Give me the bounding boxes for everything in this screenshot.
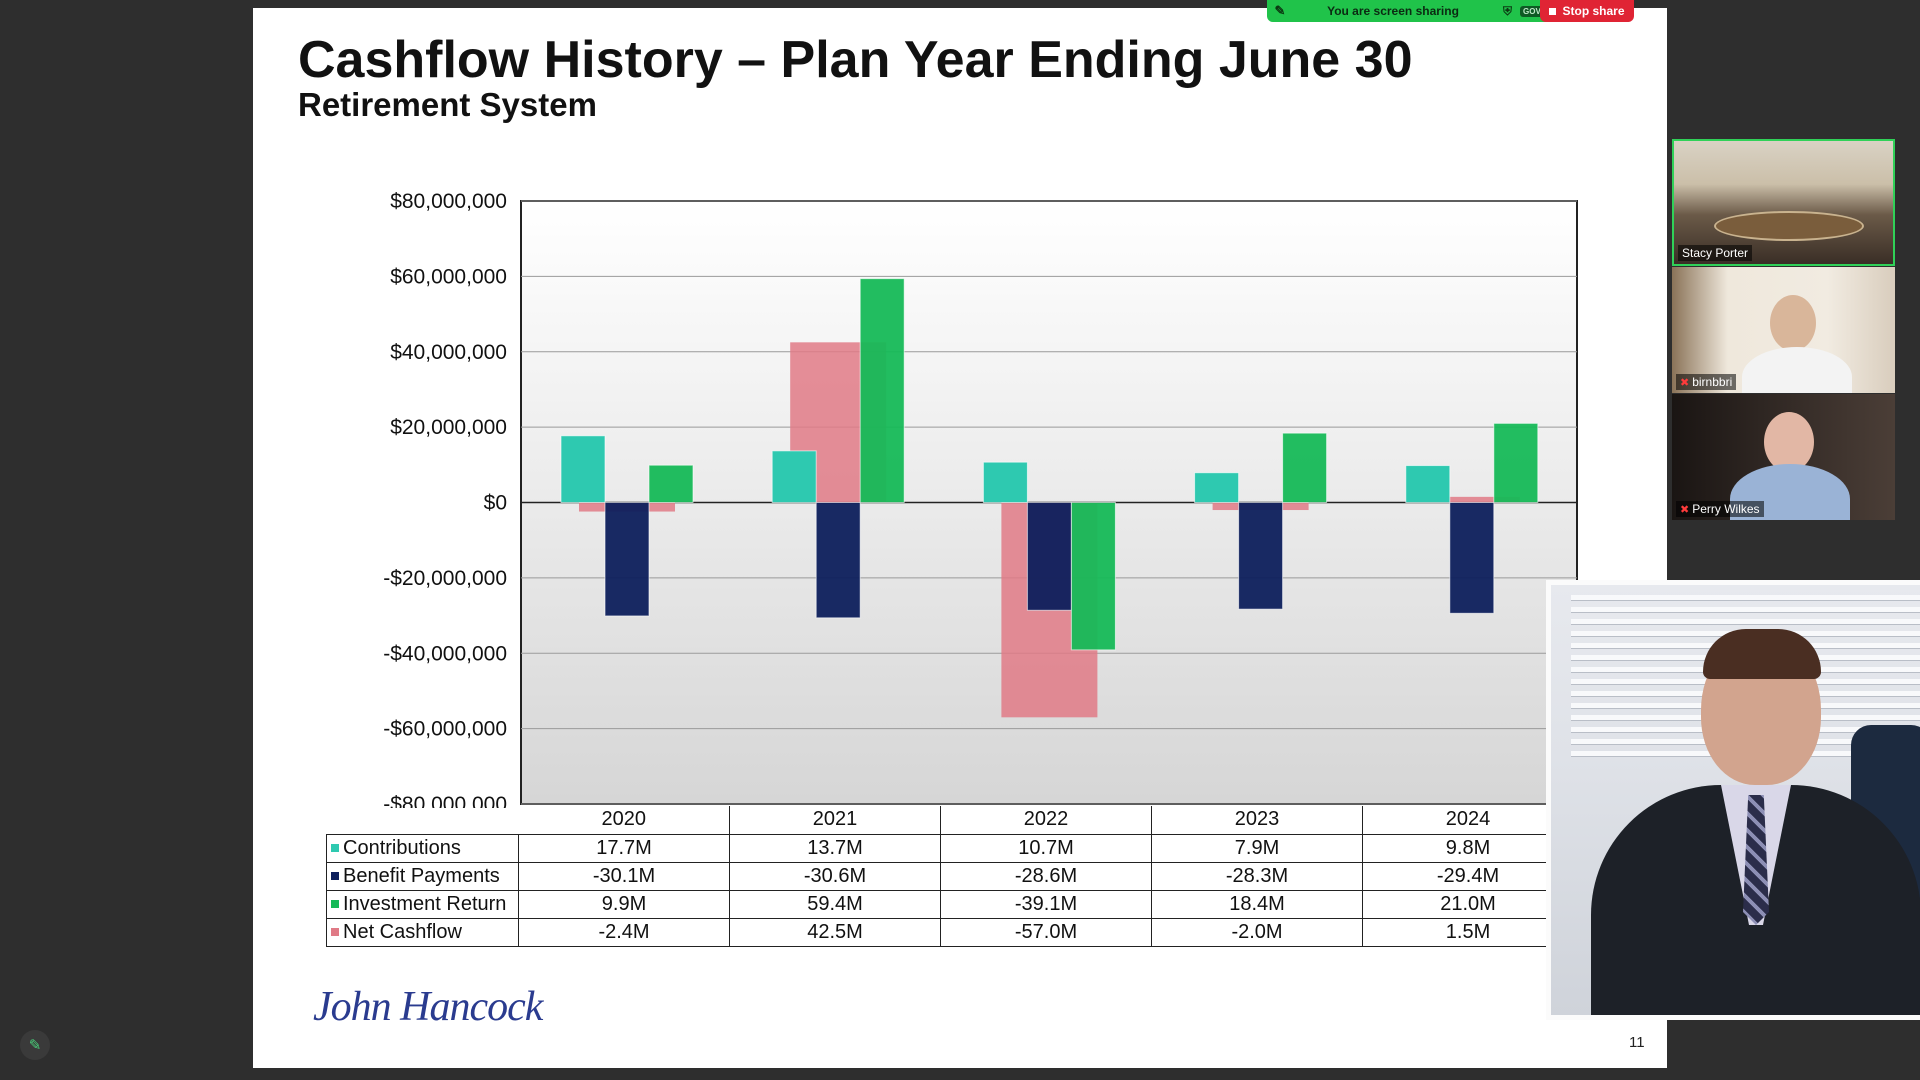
- y-tick-label: -$20,000,000: [383, 567, 507, 590]
- table-cell: -57.0M: [940, 917, 1152, 947]
- table-row-contributions: Contributions 17.7M 13.7M 10.7M 7.9M 9.8…: [326, 833, 1574, 863]
- participant-tile-perry-wilkes[interactable]: ✖ Perry Wilkes: [1672, 394, 1895, 520]
- participant-name-tag: ✖ Perry Wilkes: [1676, 501, 1764, 517]
- slide-number: 11: [1629, 1034, 1645, 1051]
- stop-icon: [1549, 7, 1557, 15]
- participant-name: birnbbri: [1692, 375, 1733, 389]
- muted-mic-icon: ✖: [1680, 504, 1690, 516]
- data-table: 2020 2021 2022 2023 2024 Contributions 1…: [326, 806, 1574, 947]
- y-tick-label: -$80,000,000: [383, 793, 507, 808]
- presentation-slide: Cashflow History – Plan Year Ending June…: [253, 8, 1667, 1068]
- participant-name: Perry Wilkes: [1692, 502, 1760, 516]
- y-axis-ticks: $80,000,000 $60,000,000 $40,000,000 $20,000…: [383, 190, 507, 808]
- john-hancock-logo: John Hancock: [313, 984, 543, 1030]
- table-cell: 17.7M: [518, 833, 730, 863]
- participant-tile-stacy-porter[interactable]: Stacy Porter: [1672, 139, 1895, 266]
- series-label: Investment Return: [343, 892, 507, 915]
- table-cell: -2.0M: [1151, 917, 1363, 947]
- stop-share-button[interactable]: Stop share: [1540, 0, 1634, 22]
- series-label: Benefit Payments: [343, 864, 500, 887]
- y-tick-label: $0: [484, 492, 507, 515]
- table-cell: 9.8M: [1362, 833, 1574, 863]
- participant-head: [1764, 412, 1814, 472]
- bar-benefit-payments: [1238, 502, 1284, 610]
- y-tick-label: $20,000,000: [390, 416, 507, 439]
- category-2023: 2023: [1151, 806, 1363, 835]
- table-cell: 59.4M: [729, 889, 941, 919]
- bar-benefit-payments: [604, 502, 650, 617]
- table-cell: 13.7M: [729, 833, 941, 863]
- table-cell: -2.4M: [518, 917, 730, 947]
- legend-swatch-benefit-payments: [331, 872, 339, 881]
- speaker-tie: [1743, 795, 1769, 925]
- gov-badge: GOV: [1520, 5, 1544, 17]
- bar-contributions: [560, 435, 606, 503]
- share-status-text: You are screen sharing: [1327, 4, 1459, 18]
- table-cell: 1.5M: [1362, 917, 1574, 947]
- table-header-row: 2020 2021 2022 2023 2024: [327, 806, 1574, 835]
- participant-tile-birnbbri[interactable]: ✖ birnbbri: [1672, 267, 1895, 393]
- bar-contributions: [1405, 465, 1451, 504]
- legend-swatch-contributions: [331, 844, 339, 853]
- y-tick-label: -$40,000,000: [383, 642, 507, 665]
- category-2022: 2022: [940, 806, 1152, 835]
- y-tick-label: $40,000,000: [390, 341, 507, 364]
- participant-body: [1742, 347, 1852, 393]
- bar-benefit-payments: [815, 502, 861, 619]
- bar-benefit-payments: [1026, 502, 1072, 611]
- bars: [560, 278, 1539, 718]
- participant-name: Stacy Porter: [1678, 245, 1753, 261]
- category-2021: 2021: [729, 806, 941, 835]
- legend-swatch-investment-return: [331, 900, 339, 909]
- bar-contributions: [982, 461, 1028, 504]
- table-cell: -29.4M: [1362, 861, 1574, 891]
- bar-investment-return: [1493, 422, 1539, 504]
- bar-net-cashflow: [1423, 496, 1520, 503]
- table-row-investment-return: Investment Return 9.9M 59.4M -39.1M 18.4…: [326, 889, 1574, 919]
- speaker-hair: [1703, 629, 1821, 679]
- table-cell: -30.6M: [729, 861, 941, 891]
- participant-name-tag: ✖ birnbbri: [1676, 374, 1737, 390]
- slide-title: Cashflow History – Plan Year Ending June…: [298, 31, 1413, 89]
- y-tick-label: -$60,000,000: [383, 718, 507, 741]
- y-tick-label: $60,000,000: [390, 265, 507, 288]
- bar-investment-return: [648, 464, 694, 503]
- bar-contributions: [1194, 472, 1240, 503]
- table-row-benefit-payments: Benefit Payments -30.1M -30.6M -28.6M -2…: [326, 861, 1574, 891]
- table-cell: 9.9M: [518, 889, 730, 919]
- table-cell: -30.1M: [518, 861, 730, 891]
- legend-swatch-net-cashflow: [331, 928, 339, 937]
- category-2020: 2020: [518, 806, 730, 835]
- pin-icon[interactable]: ✎: [1274, 3, 1286, 18]
- cashflow-chart: $80,000,000 $60,000,000 $40,000,000 $20,000…: [383, 190, 1578, 808]
- table-cell: -39.1M: [940, 889, 1152, 919]
- bar-investment-return: [859, 278, 905, 504]
- stop-share-label: Stop share: [1562, 4, 1625, 18]
- bar-benefit-payments: [1449, 502, 1495, 614]
- annotate-pencil-icon[interactable]: ✎: [20, 1030, 50, 1060]
- bar-investment-return: [1070, 502, 1116, 651]
- series-label: Contributions: [343, 836, 461, 859]
- table-cell: 10.7M: [940, 833, 1152, 863]
- table-cell: 18.4M: [1151, 889, 1363, 919]
- table-cell: 21.0M: [1362, 889, 1574, 919]
- table-cell: -28.6M: [940, 861, 1152, 891]
- shield-icon: ⛨: [1503, 3, 1513, 18]
- bar-investment-return: [1282, 432, 1328, 503]
- participant-head: [1770, 295, 1816, 351]
- table-cell: -28.3M: [1151, 861, 1363, 891]
- muted-mic-icon: ✖: [1680, 377, 1690, 389]
- slide-subtitle: Retirement System: [298, 86, 597, 123]
- table-cell: 7.9M: [1151, 833, 1363, 863]
- active-speaker-video[interactable]: [1546, 580, 1920, 1020]
- table-cell: 42.5M: [729, 917, 941, 947]
- y-tick-label: $80,000,000: [390, 190, 507, 213]
- bar-contributions: [771, 450, 817, 504]
- series-label: Net Cashflow: [343, 920, 462, 943]
- table-row-net-cashflow: Net Cashflow -2.4M 42.5M -57.0M -2.0M 1.…: [326, 917, 1574, 947]
- conference-table: [1714, 211, 1864, 241]
- category-2024: 2024: [1362, 806, 1574, 835]
